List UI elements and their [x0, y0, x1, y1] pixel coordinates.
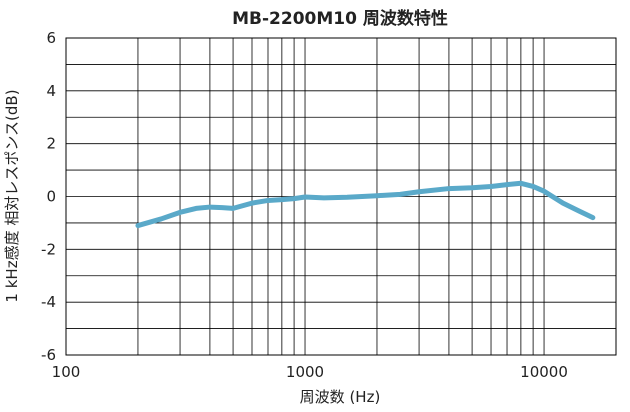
y-tick-label: -2 [41, 240, 56, 258]
chart-title: MB-2200M10 周波数特性 [232, 8, 448, 29]
x-tick-label: 1000 [286, 363, 324, 381]
x-tick-labels: 100 1000 10000 [52, 363, 568, 381]
x-tick-label: 100 [52, 363, 81, 381]
plot-frame [65, 37, 617, 356]
x-tick-label: 10000 [520, 363, 568, 381]
y-tick-label: -6 [41, 346, 56, 364]
grid [65, 37, 617, 356]
y-axis-label: 1 kHz感度 相対レスポンス(dB) [3, 89, 21, 302]
y-tick-label: 0 [46, 188, 56, 206]
y-tick-label: -4 [41, 293, 56, 311]
y-tick-label: 2 [46, 135, 56, 153]
series-line [135, 180, 596, 229]
y-tick-label: 6 [46, 29, 56, 47]
y-tick-label: 4 [46, 82, 56, 100]
x-axis-label: 周波数 (Hz) [300, 388, 381, 406]
series-layer [135, 180, 596, 229]
y-tick-labels: -6 -4 -2 0 2 4 6 [41, 29, 56, 364]
